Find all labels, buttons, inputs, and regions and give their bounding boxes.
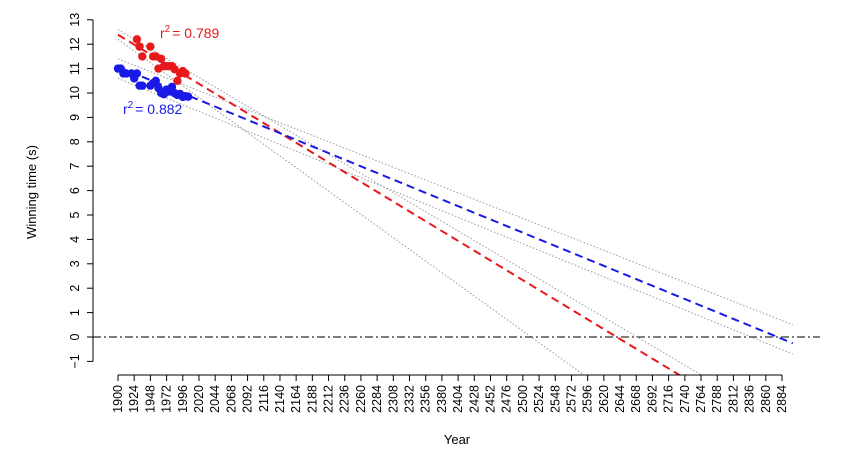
y-tick-label: 8	[68, 138, 82, 145]
x-tick-label: 2548	[548, 385, 562, 413]
y-tick-label: 4	[68, 236, 82, 243]
x-tick-label: 2044	[208, 385, 222, 413]
y-tick-label: 6	[68, 187, 82, 194]
x-tick-label: 2332	[403, 385, 417, 413]
y-tick-label: 10	[68, 86, 82, 100]
x-tick-label: 2284	[370, 385, 384, 413]
point-series-1	[151, 76, 160, 86]
x-tick-label: 2476	[500, 385, 514, 413]
point-series-1	[132, 69, 142, 78]
point-series-0	[132, 35, 142, 44]
x-tick-label: 2140	[273, 385, 287, 413]
point-series-0	[135, 42, 144, 51]
x-tick-label: 2620	[597, 385, 611, 413]
y-tick-label: 9	[68, 114, 82, 121]
x-tick-label: 2788	[710, 385, 724, 413]
ci-lower-series-0	[117, 38, 584, 375]
y-tick-label: 11	[68, 62, 82, 75]
x-tick-label: 2260	[354, 385, 368, 413]
x-tick-label: 2692	[645, 385, 659, 413]
x-tick-label: 2164	[289, 385, 303, 413]
x-tick-label: 2740	[678, 385, 692, 413]
x-tick-label: 1900	[111, 385, 125, 413]
x-tick-label: 2764	[694, 385, 708, 413]
y-axis-label: Winning time (s)	[24, 145, 39, 239]
point-series-0	[173, 76, 182, 86]
ci-upper-series-0	[117, 29, 702, 375]
x-tick-label: 1972	[160, 385, 174, 413]
x-tick-label: 2836	[743, 385, 757, 413]
r2-label-red: r2 = 0.789	[160, 24, 220, 41]
x-tick-label: 2884	[775, 385, 789, 413]
y-tick-label: 7	[68, 163, 82, 170]
point-series-1	[138, 81, 147, 90]
point-series-0	[146, 42, 155, 51]
x-tick-label: 2068	[224, 385, 238, 413]
y-tick-label: 13	[68, 13, 82, 27]
trend-lines	[117, 33, 794, 375]
y-tick-label: 0	[68, 333, 82, 340]
x-tick-label: 2500	[516, 385, 530, 413]
point-series-1	[167, 82, 177, 92]
point-series-0	[138, 52, 147, 61]
x-tick-label: 2356	[419, 385, 433, 413]
x-tick-label: 2308	[386, 385, 400, 413]
x-tick-label: 2668	[629, 385, 643, 413]
x-tick-label: 2644	[613, 385, 627, 413]
ci-lower-series-1	[117, 77, 793, 355]
trend-line-series-1	[117, 65, 794, 345]
x-tick-label: 2572	[564, 385, 578, 413]
ci-upper-series-1	[117, 58, 793, 326]
x-tick-label: 2860	[759, 385, 773, 413]
r2-label-blue: r2 = 0.882	[123, 100, 183, 117]
x-tick-label: 2188	[305, 385, 319, 413]
x-tick-label: 2716	[662, 385, 676, 413]
confidence-bands	[117, 29, 793, 375]
data-points	[113, 35, 193, 102]
x-tick-label: 1924	[127, 385, 141, 413]
x-tick-label: 2212	[322, 385, 336, 413]
x-axis-label: Year	[444, 432, 471, 447]
y-tick-label: 5	[68, 211, 82, 218]
y-tick-label: 2	[68, 285, 82, 292]
x-tick-label: 2020	[192, 385, 206, 413]
x-tick-label: 1948	[143, 385, 157, 413]
x-tick-label: 2812	[726, 385, 740, 413]
x-tick-label: 2116	[257, 385, 271, 412]
y-tick-label: −1	[68, 354, 82, 368]
x-tick-label: 2236	[338, 385, 352, 413]
point-series-1	[183, 92, 193, 101]
x-tick-label: 1996	[176, 385, 190, 413]
x-tick-label: 2524	[532, 385, 546, 413]
x-tick-label: 2380	[435, 385, 449, 413]
x-tick-label: 2092	[241, 385, 255, 413]
x-tick-label: 2452	[483, 385, 497, 413]
point-series-0	[156, 54, 166, 64]
x-tick-label: 2428	[467, 385, 481, 413]
y-tick-label: 1	[68, 309, 82, 316]
trend-line-series-0	[117, 33, 682, 375]
x-tick-label: 2404	[451, 385, 465, 413]
x-tick-label: 2596	[581, 385, 595, 413]
y-tick-label: 12	[68, 37, 82, 51]
y-tick-label: 3	[68, 260, 82, 267]
point-series-0	[181, 69, 190, 78]
